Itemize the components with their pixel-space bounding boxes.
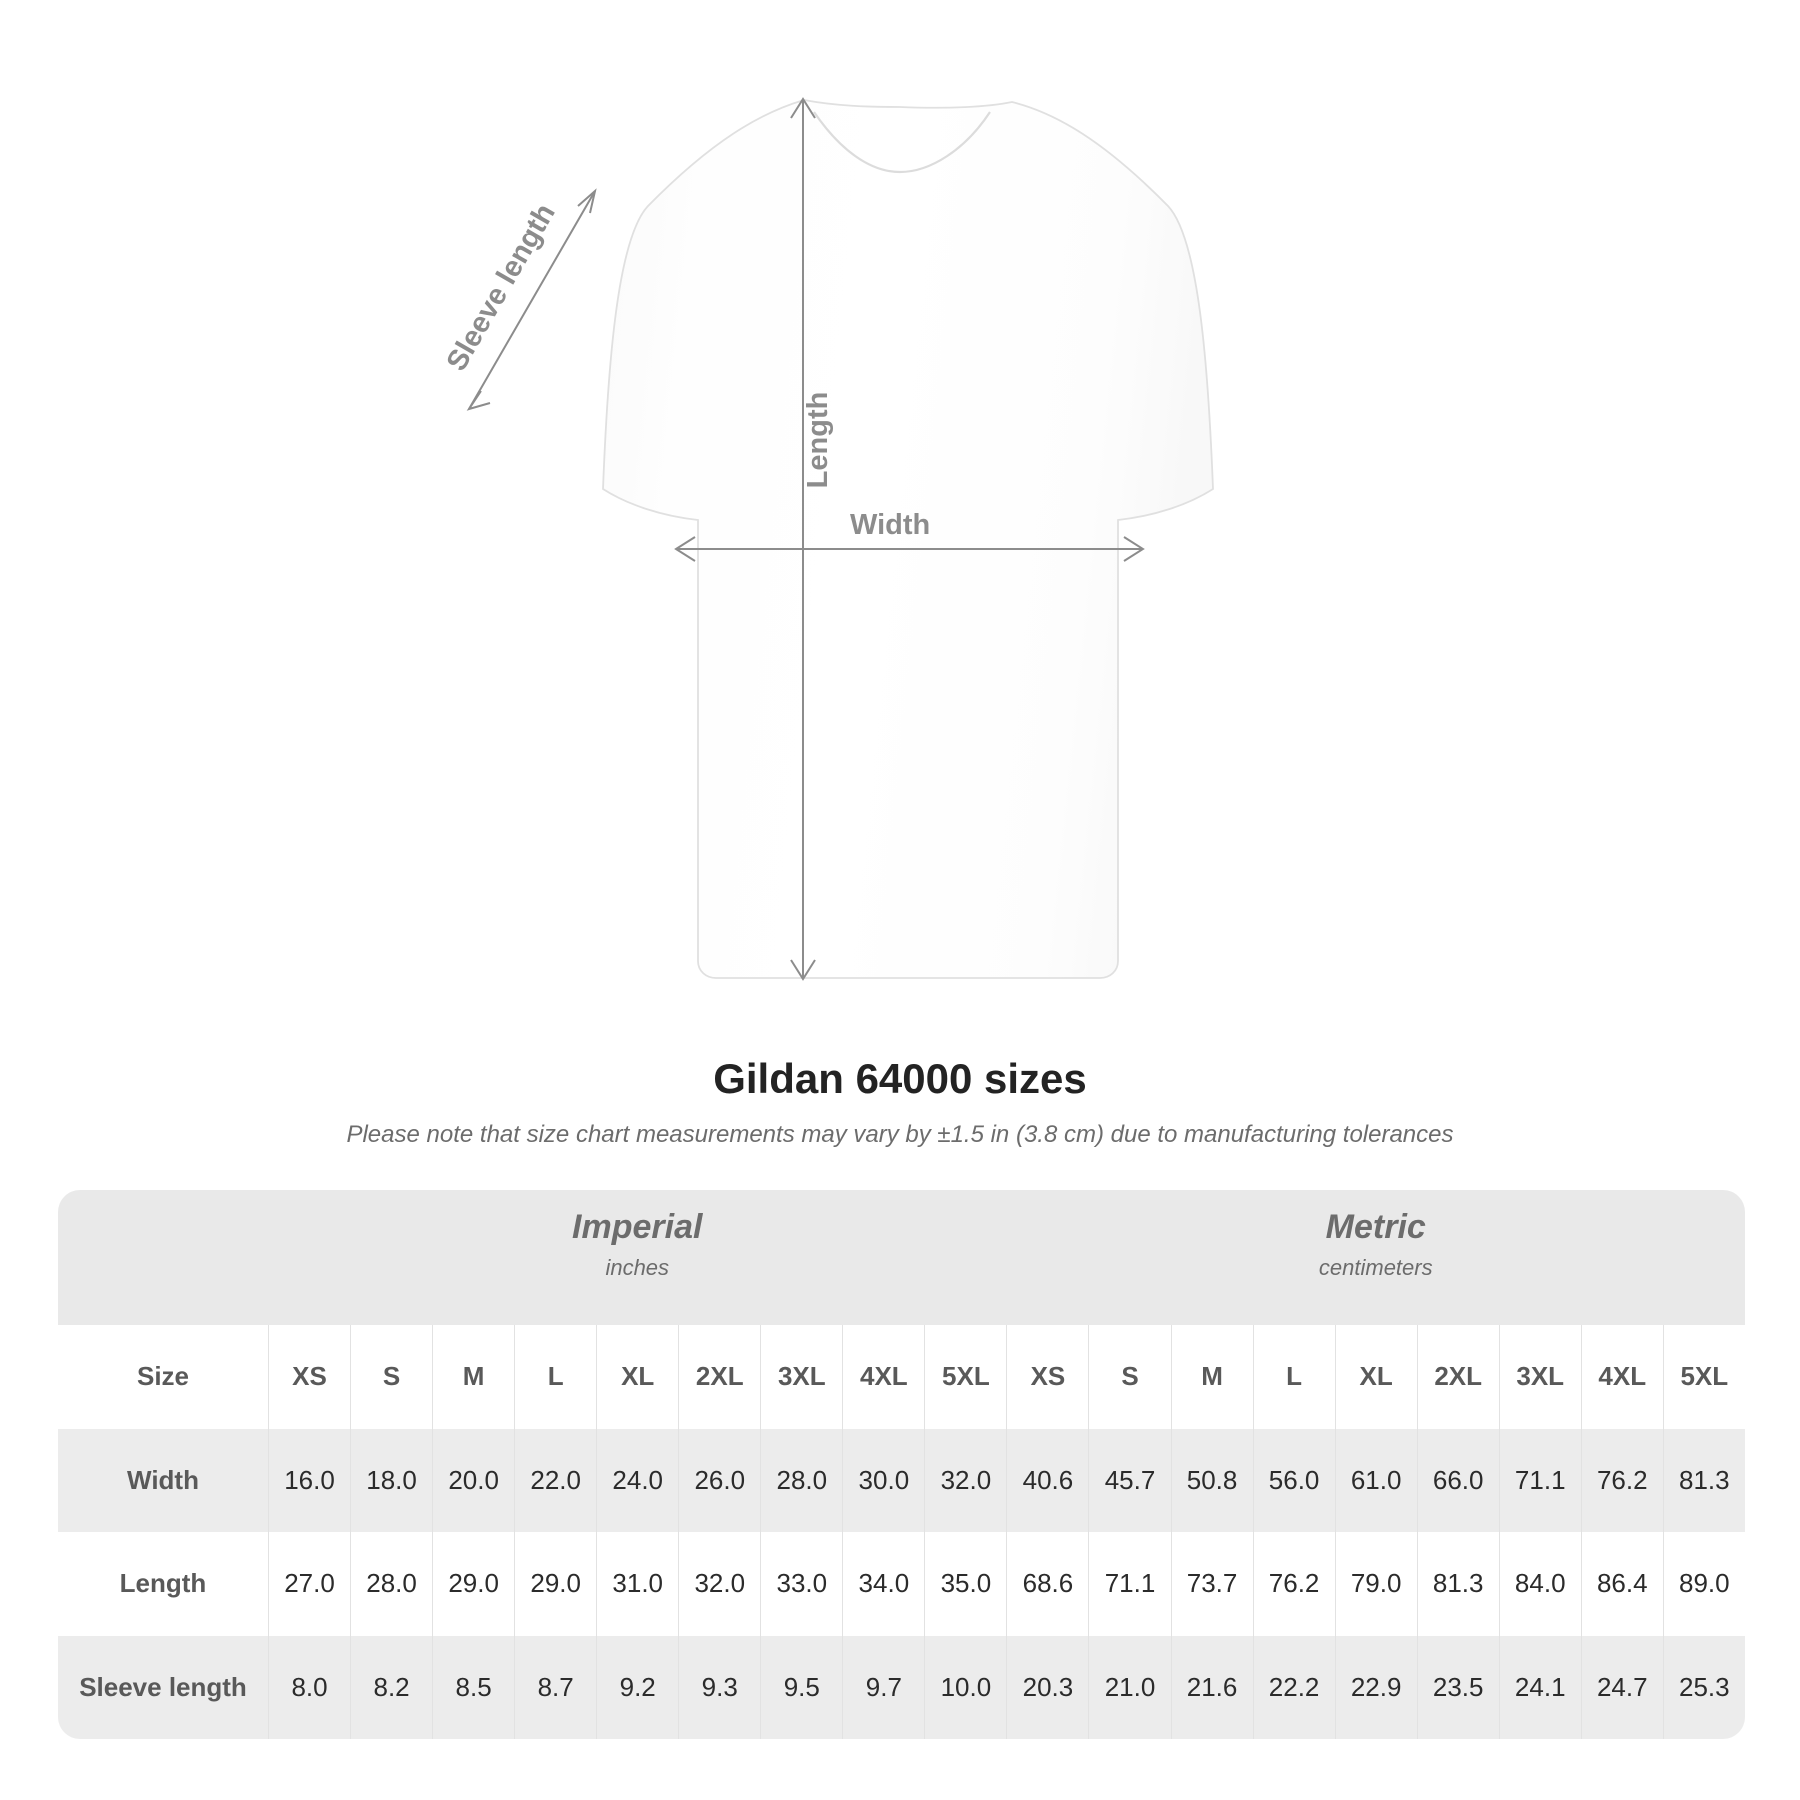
svg-text:Length: Length [802, 392, 834, 489]
svg-text:Width: Width [850, 509, 930, 541]
svg-text:Sleeve length: Sleeve length [441, 199, 562, 377]
